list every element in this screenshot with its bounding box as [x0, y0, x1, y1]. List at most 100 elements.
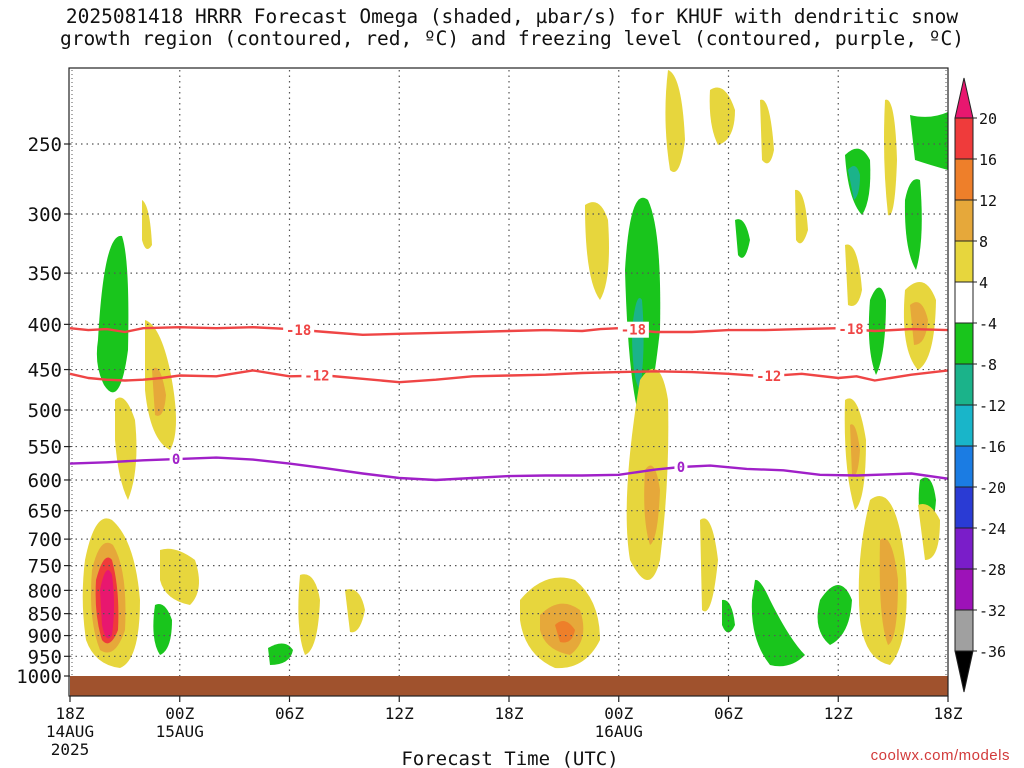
y-tick-label: 800: [28, 580, 62, 602]
colorbar-label: -20: [979, 479, 1006, 497]
omega-positive-area: [152, 367, 166, 416]
colorbar-segment: [954, 568, 974, 611]
contour-label: -18: [838, 322, 863, 338]
colorbar: 20 16 12 8 4 -4 -8 -12 -16 -20 -24 -28 -32 -36: [954, 77, 1006, 693]
contour-label: -18: [621, 323, 646, 339]
y-tick-label: 550: [28, 437, 62, 459]
source-credit: coolwx.com/models: [870, 747, 1010, 764]
colorbar-label: -8: [979, 356, 997, 374]
contour-label: -18: [286, 323, 311, 339]
colorbar-label: 16: [979, 151, 997, 169]
omega-negative-area: [96, 235, 129, 393]
y-tick-label: 600: [28, 470, 62, 492]
colorbar-segment: [954, 240, 974, 283]
y-tick-label: 400: [28, 314, 62, 336]
y-tick-label: 650: [28, 501, 62, 523]
x-tick-label: 06Z: [714, 704, 743, 723]
contour-label: 0: [172, 452, 180, 468]
colorbar-segment: [954, 486, 974, 529]
contour-label: 0: [677, 460, 685, 476]
omega-negative-area: [817, 585, 852, 645]
plot-frame: [68, 67, 949, 697]
colorbar-arrow-top: [954, 77, 974, 119]
contour-label-bg: [169, 451, 183, 468]
colorbar-arrow-bottom: [954, 650, 974, 693]
contour-label-bg: [301, 367, 333, 384]
colorbar-label: -28: [979, 561, 1006, 579]
x-tick-label: 00Z: [165, 704, 194, 723]
omega-negative-area: [848, 166, 860, 200]
y-tick-label: 850: [28, 604, 62, 626]
x-tick-year: 2025: [51, 740, 90, 759]
omega-positive-area: [795, 189, 808, 244]
x-tick-label: 00Z: [604, 704, 633, 723]
colorbar-segment: [954, 404, 974, 447]
colorbar-label: 4: [979, 274, 988, 292]
contour-label-bg: [283, 321, 315, 338]
colorbar-segment: [954, 363, 974, 406]
x-tick-label: 12Z: [824, 704, 853, 723]
colorbar-label: -16: [979, 438, 1006, 456]
omega-positive-area: [910, 302, 928, 345]
y-tick-label: 250: [28, 134, 62, 156]
x-tick-label: 18Z: [56, 704, 85, 723]
omega-negative-area: [751, 579, 805, 667]
omega-positive-area: [845, 244, 862, 306]
contour-label: -12: [304, 369, 329, 385]
colorbar-segment: [954, 281, 974, 324]
colorbar-label: -32: [979, 602, 1006, 620]
omega-negative-area: [153, 604, 172, 655]
omega-shading: [82, 70, 948, 669]
contour-label-bg: [674, 458, 688, 475]
omega-negative-area: [268, 643, 293, 665]
contour-label: -12: [756, 369, 781, 385]
colorbar-segment: [954, 609, 974, 652]
colorbar-segment: [954, 158, 974, 201]
colorbar-label: 12: [979, 192, 997, 210]
colorbar-label: 20: [979, 110, 997, 128]
x-tick-label: 12Z: [385, 704, 414, 723]
colorbar-segment: [954, 117, 974, 160]
colorbar-segment: [954, 445, 974, 488]
omega-negative-area: [735, 219, 750, 258]
y-tick-label: 350: [28, 263, 62, 285]
chart-title: 2025081418 HRRR Forecast Omega (shaded, …: [0, 6, 1024, 50]
omega-negative-area: [632, 298, 644, 390]
y-tick-label: 750: [28, 556, 62, 578]
grid-lines: [70, 70, 948, 676]
omega-positive-area: [884, 99, 897, 216]
contour-line: [69, 326, 949, 336]
contour-label-bg: [835, 321, 867, 338]
omega-negative-area: [910, 112, 948, 170]
omega-positive-area: [555, 621, 575, 643]
omega-positive-area: [100, 570, 114, 639]
colorbar-label: -24: [979, 520, 1006, 538]
omega-positive-area: [345, 589, 365, 633]
omega-positive-area: [665, 70, 685, 172]
contour-line: [69, 456, 949, 482]
y-tick-label: 300: [28, 204, 62, 226]
omega-positive-area: [585, 202, 609, 300]
omega-positive-area: [760, 99, 774, 164]
x-tick-label: 18Z: [934, 704, 963, 723]
surface-terrain: [70, 676, 948, 696]
omega-negative-area: [722, 599, 735, 633]
chart-title-line1: 2025081418 HRRR Forecast Omega (shaded, …: [65, 5, 959, 28]
y-tick-label: 500: [28, 400, 62, 422]
y-tick-label: 700: [28, 529, 62, 551]
contour-line: [69, 369, 949, 384]
colorbar-label: -12: [979, 397, 1006, 415]
omega-positive-area: [700, 518, 718, 612]
x-tick-label: 18Z: [495, 704, 524, 723]
x-axis-label: Forecast Time (UTC): [401, 748, 618, 768]
omega-positive-area: [918, 504, 940, 560]
chart-title-line2: growth region (contoured, red, ºC) and f…: [60, 27, 964, 50]
y-tick-label: 1000: [16, 666, 62, 688]
y-tick-label: 900: [28, 626, 62, 648]
omega-negative-area: [904, 179, 922, 270]
omega-positive-area: [115, 397, 137, 500]
colorbar-label: 8: [979, 233, 988, 251]
x-tick-label: 06Z: [275, 704, 304, 723]
omega-positive-area: [709, 87, 735, 145]
